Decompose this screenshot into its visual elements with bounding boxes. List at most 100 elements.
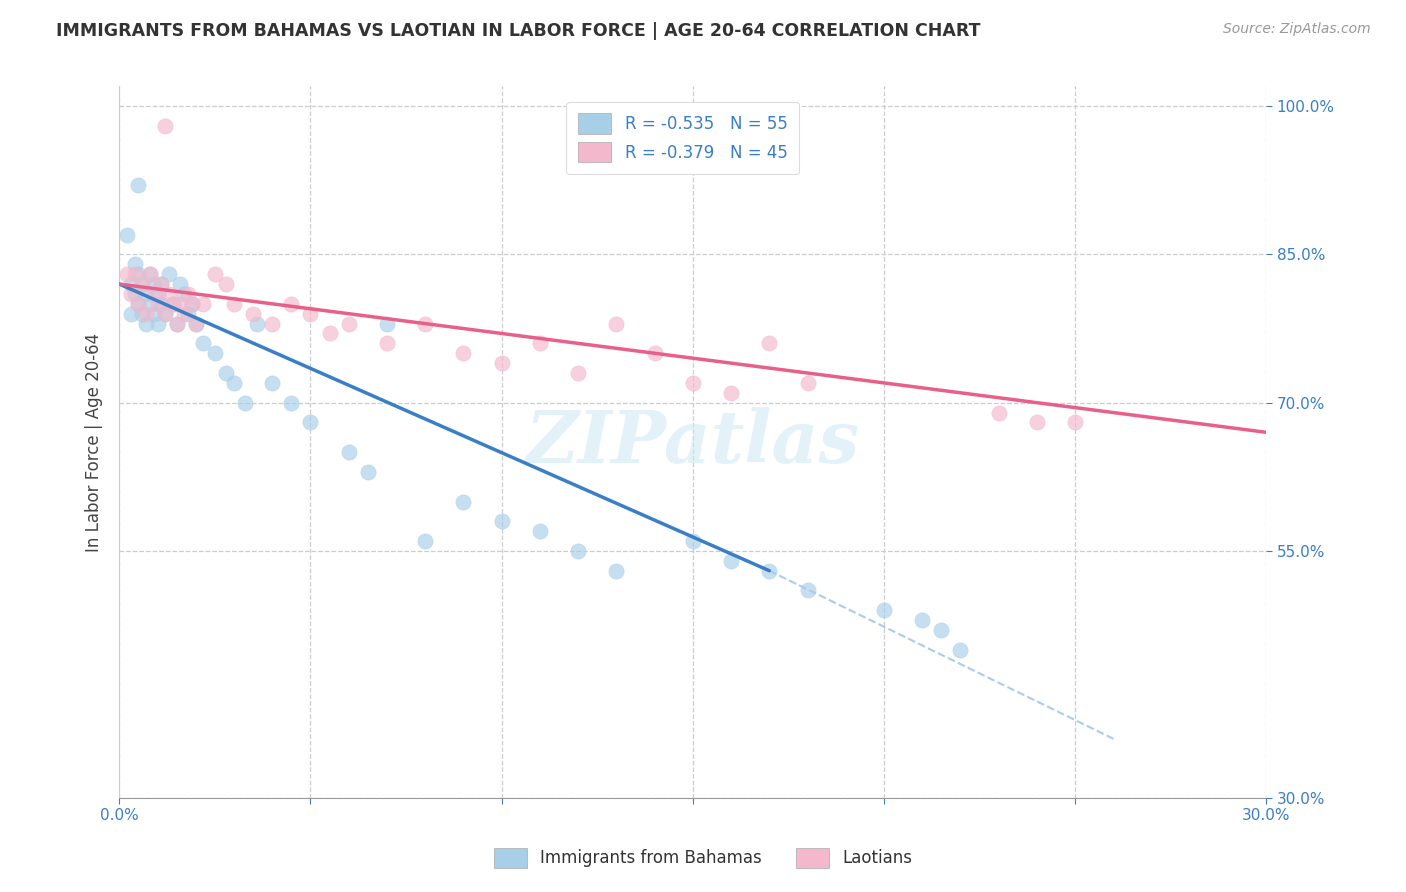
Point [124, 267, 146, 281]
Point [135, 287, 157, 301]
Point [987, 406, 1010, 420]
Point [173, 287, 195, 301]
Point [173, 307, 195, 321]
Point [299, 416, 322, 430]
Point [318, 326, 340, 341]
Point [142, 307, 165, 321]
Point [567, 366, 589, 380]
Point [169, 297, 191, 311]
Point [146, 287, 169, 301]
Point [682, 534, 704, 549]
Point [150, 297, 173, 311]
Point [796, 376, 818, 390]
Point [337, 445, 360, 459]
Point [162, 297, 184, 311]
Point [931, 623, 953, 637]
Point [246, 317, 269, 331]
Point [1026, 416, 1049, 430]
Point [204, 267, 226, 281]
Point [796, 583, 818, 598]
Point [115, 267, 138, 281]
Point [115, 227, 138, 242]
Point [177, 307, 200, 321]
Point [120, 287, 142, 301]
Point [758, 564, 780, 578]
Point [911, 613, 934, 627]
Point [127, 297, 149, 311]
Point [375, 336, 398, 351]
Point [453, 494, 475, 508]
Point [215, 277, 238, 291]
Point [873, 603, 896, 617]
Point [184, 317, 207, 331]
Point [720, 385, 742, 400]
Point [120, 307, 142, 321]
Point [375, 317, 398, 331]
Point [124, 257, 146, 271]
Point [127, 267, 149, 281]
Text: IMMIGRANTS FROM BAHAMAS VS LAOTIAN IN LABOR FORCE | AGE 20-64 CORRELATION CHART: IMMIGRANTS FROM BAHAMAS VS LAOTIAN IN LA… [56, 22, 981, 40]
Point [146, 297, 169, 311]
Point [262, 376, 284, 390]
Point [682, 376, 704, 390]
Point [181, 297, 204, 311]
Point [413, 534, 436, 549]
Y-axis label: In Labor Force | Age 20-64: In Labor Force | Age 20-64 [86, 333, 103, 552]
Text: ZIPatlas: ZIPatlas [526, 407, 860, 478]
Point [222, 297, 245, 311]
Point [169, 277, 191, 291]
Point [157, 287, 180, 301]
Point [146, 317, 169, 331]
Point [491, 356, 513, 370]
Point [153, 307, 176, 321]
Point [150, 277, 173, 291]
Point [131, 307, 153, 321]
Point [166, 317, 188, 331]
Point [262, 317, 284, 331]
Point [184, 317, 207, 331]
Point [949, 642, 972, 657]
Point [299, 307, 322, 321]
Point [181, 297, 204, 311]
Point [153, 119, 176, 133]
Point [605, 317, 627, 331]
Point [1064, 416, 1087, 430]
Point [124, 287, 146, 301]
Point [357, 465, 380, 479]
Point [720, 554, 742, 568]
Point [529, 524, 551, 538]
Point [135, 317, 157, 331]
Point [157, 267, 180, 281]
Point [127, 178, 149, 193]
Point [142, 277, 165, 291]
Point [758, 336, 780, 351]
Point [491, 514, 513, 528]
Point [139, 267, 162, 281]
Point [413, 317, 436, 331]
Point [177, 287, 200, 301]
Point [280, 297, 302, 311]
Point [142, 287, 165, 301]
Point [139, 267, 162, 281]
Point [235, 395, 257, 409]
Point [605, 564, 627, 578]
Point [193, 336, 215, 351]
Point [280, 395, 302, 409]
Point [529, 336, 551, 351]
Point [153, 307, 176, 321]
Point [567, 544, 589, 558]
Point [242, 307, 264, 321]
Point [139, 297, 162, 311]
Point [127, 297, 149, 311]
Point [150, 277, 173, 291]
Point [222, 376, 245, 390]
Legend: R = -0.535   N = 55, R = -0.379   N = 45: R = -0.535 N = 55, R = -0.379 N = 45 [567, 102, 799, 174]
Point [644, 346, 666, 360]
Text: Source: ZipAtlas.com: Source: ZipAtlas.com [1223, 22, 1371, 37]
Point [162, 297, 184, 311]
Point [193, 297, 215, 311]
Point [204, 346, 226, 360]
Point [166, 317, 188, 331]
Point [453, 346, 475, 360]
Point [131, 277, 153, 291]
